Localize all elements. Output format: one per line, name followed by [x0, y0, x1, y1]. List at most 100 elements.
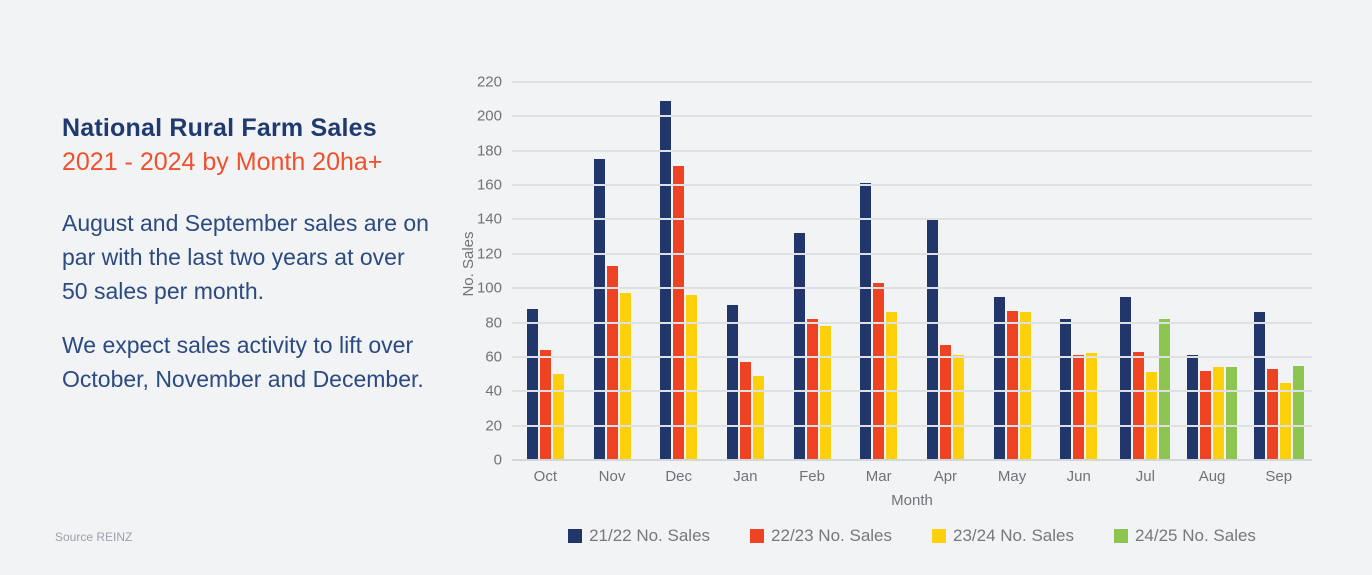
- bar-groups: [512, 82, 1312, 460]
- gridline: [512, 355, 1312, 358]
- legend-item-24-25: 24/25 No. Sales: [1113, 526, 1256, 546]
- gridline: [512, 218, 1312, 221]
- bar-24-25-jul: [1159, 319, 1171, 460]
- bar-21-22-may: [993, 296, 1005, 460]
- legend-item-21-22: 21/22 No. Sales: [568, 526, 710, 546]
- bar-22-23-apr: [939, 344, 951, 460]
- y-axis-tick: 140: [476, 210, 502, 228]
- legend-label: 22/23 No. Sales: [771, 526, 892, 545]
- x-axis-tick-feb: Feb: [799, 468, 825, 485]
- x-axis-tick-aug: Aug: [1198, 468, 1226, 485]
- commentary-panel: National Rural Farm Sales 2021 - 2024 by…: [62, 112, 434, 396]
- bar-22-23-jul: [1133, 351, 1145, 460]
- bar-22-23-jan: [739, 362, 751, 460]
- legend-label: 23/24 No. Sales: [953, 526, 1074, 545]
- gridline: [512, 184, 1312, 187]
- bar-23-24-jan: [752, 375, 764, 460]
- bar-21-22-jun: [1060, 319, 1072, 460]
- y-axis-tick: 40: [485, 382, 502, 400]
- bar-23-24-jun: [1086, 353, 1098, 460]
- bar-24-25-sep: [1292, 365, 1304, 460]
- y-axis-tick: 180: [476, 142, 502, 160]
- bar-group-nov: [579, 82, 646, 460]
- chart-legend: 21/22 No. Sales 22/23 No. Sales 23/24 No. …: [512, 526, 1312, 546]
- bar-23-24-dec: [686, 295, 698, 460]
- bar-group-jul: [1112, 82, 1179, 460]
- x-axis-tick-apr: Apr: [933, 468, 958, 485]
- bar-24-25-aug: [1226, 367, 1238, 460]
- legend-swatch: [932, 529, 946, 543]
- bar-21-22-oct: [526, 308, 538, 460]
- bar-23-24-may: [1019, 312, 1031, 460]
- page-subtitle: 2021 - 2024 by Month 20ha+: [62, 148, 383, 176]
- legend-label: 24/25 No. Sales: [1134, 526, 1256, 545]
- y-axis-tick: 100: [476, 279, 502, 297]
- page-title: National Rural Farm Sales: [62, 114, 377, 142]
- x-axis-tick-jun: Jun: [1066, 468, 1091, 485]
- gridline: [512, 81, 1312, 83]
- bar-23-24-apr: [952, 355, 964, 460]
- y-axis-tick-labels: 0 20 40 60 80 100 120 140 160 180 200 220: [452, 74, 502, 469]
- gridline: [512, 287, 1312, 290]
- x-axis-tick-labels: Oct Nov Dec Jan Feb Mar Apr May Jun Jul Aug Sep: [512, 468, 1312, 485]
- y-axis-tick: 60: [485, 348, 502, 366]
- y-axis-tick: 0: [493, 451, 502, 469]
- source-attribution: Source REINZ: [55, 530, 133, 544]
- bar-group-aug: [1179, 82, 1246, 460]
- legend-label: 21/22 No. Sales: [589, 526, 711, 545]
- x-axis-tick-sep: Sep: [1265, 468, 1293, 485]
- bar-21-22-sep: [1253, 312, 1265, 460]
- y-axis-tick: 200: [476, 107, 502, 125]
- legend-swatch: [750, 529, 765, 543]
- bar-23-24-sep: [1279, 382, 1291, 460]
- bar-group-feb: [779, 82, 846, 460]
- bar-21-22-dec: [660, 100, 672, 460]
- bar-23-24-nov: [619, 293, 631, 460]
- bar-21-22-jul: [1120, 296, 1132, 460]
- gridline: [512, 424, 1312, 427]
- bar-group-dec: [645, 82, 712, 460]
- bar-22-23-feb: [806, 319, 818, 460]
- x-axis-tick-may: May: [997, 468, 1027, 485]
- x-axis-tick-oct: Oct: [533, 468, 557, 485]
- gridline: [512, 459, 1312, 461]
- gridline: [512, 390, 1312, 393]
- bar-22-23-may: [1006, 310, 1018, 460]
- x-axis-title: Month: [891, 492, 933, 509]
- plot-area: [512, 81, 1312, 461]
- bar-23-24-oct: [552, 374, 564, 460]
- bar-23-24-mar: [886, 312, 898, 460]
- commentary-paragraph-1: August and September sales are on par wi…: [62, 210, 429, 304]
- bar-22-23-nov: [606, 265, 618, 460]
- bar-group-jun: [1045, 82, 1112, 460]
- bar-group-jan: [712, 82, 779, 460]
- y-axis-tick: 120: [476, 245, 502, 263]
- commentary-paragraph-2: We expect sales activity to lift over Oc…: [62, 332, 424, 392]
- y-axis-tick: 80: [485, 314, 502, 332]
- bar-23-24-feb: [819, 325, 831, 460]
- legend-swatch: [568, 529, 583, 543]
- legend-item-22-23: 22/23 No. Sales: [750, 526, 892, 546]
- bar-22-23-dec: [673, 166, 685, 460]
- bar-23-24-aug: [1213, 367, 1225, 460]
- bar-group-sep: [1245, 82, 1312, 460]
- bar-21-22-jan: [726, 305, 738, 460]
- bar-21-22-feb: [793, 233, 805, 460]
- legend-item-23-24: 23/24 No. Sales: [932, 526, 1074, 546]
- bar-group-apr: [912, 82, 979, 460]
- bar-22-23-oct: [539, 350, 551, 460]
- bar-22-23-mar: [873, 283, 885, 460]
- legend-swatch: [1113, 529, 1128, 543]
- bar-22-23-jun: [1073, 355, 1085, 460]
- bar-22-23-sep: [1266, 368, 1278, 460]
- x-axis-tick-nov: Nov: [598, 468, 626, 485]
- x-axis-tick-dec: Dec: [665, 468, 693, 485]
- bar-22-23-aug: [1200, 370, 1212, 460]
- gridline: [512, 115, 1312, 118]
- bar-group-oct: [512, 82, 579, 460]
- bar-21-22-aug: [1187, 355, 1199, 460]
- gridline: [512, 321, 1312, 324]
- x-axis-tick-jul: Jul: [1135, 468, 1155, 485]
- x-axis-tick-mar: Mar: [865, 468, 892, 485]
